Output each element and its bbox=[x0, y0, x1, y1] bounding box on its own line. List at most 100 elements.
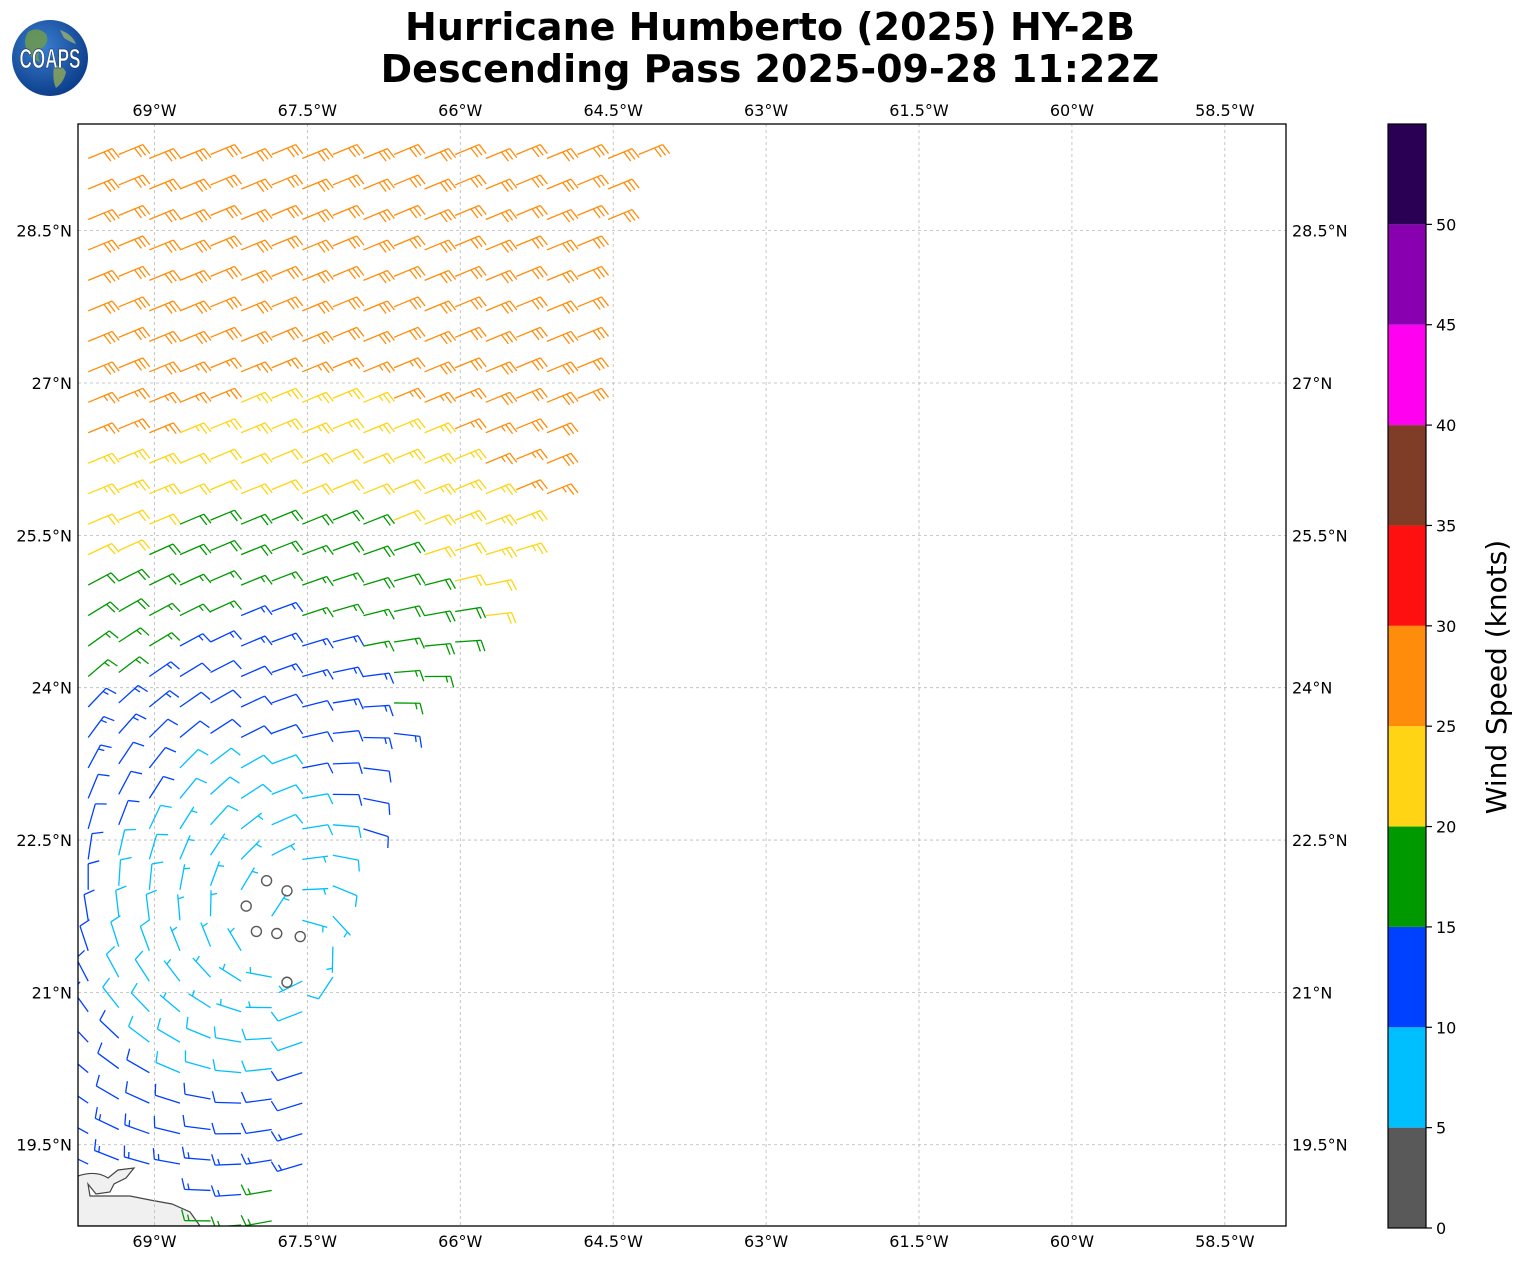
wind-barb bbox=[240, 361, 273, 374]
wind-barb bbox=[485, 546, 518, 559]
wind-barb bbox=[87, 391, 120, 404]
wind-barb bbox=[546, 391, 579, 406]
wind-barb bbox=[78, 1095, 89, 1104]
wind-barb bbox=[155, 1051, 181, 1074]
wind-barb bbox=[149, 208, 181, 223]
wind-barb bbox=[240, 1153, 272, 1165]
calm-wind-circle bbox=[294, 930, 306, 943]
wind-barb bbox=[454, 326, 487, 341]
colorbar-tick-label: 35 bbox=[1436, 516, 1456, 535]
wind-barb bbox=[179, 422, 212, 435]
wind-barb bbox=[302, 731, 334, 743]
wind-barb bbox=[179, 748, 209, 769]
wind-barb bbox=[485, 452, 518, 465]
wind-barb bbox=[240, 783, 272, 799]
wind-barb bbox=[393, 174, 426, 188]
wind-barb bbox=[546, 330, 579, 345]
wind-barb bbox=[577, 204, 610, 219]
wind-barb bbox=[148, 746, 177, 769]
lat-tick-label: 25.5°N bbox=[16, 526, 72, 545]
wind-barb bbox=[83, 889, 95, 921]
calm-wind-circle bbox=[240, 900, 252, 912]
wind-barb bbox=[485, 361, 518, 375]
wind-barb bbox=[454, 204, 487, 219]
wind-barb bbox=[181, 1178, 211, 1192]
wind-barb bbox=[179, 300, 212, 314]
wind-barb bbox=[271, 204, 304, 219]
logo-text: COAPS bbox=[20, 43, 81, 74]
colorbar-tick-label: 45 bbox=[1436, 316, 1456, 335]
wind-barb bbox=[516, 204, 548, 219]
wind-barb bbox=[332, 204, 365, 219]
wind-barb bbox=[363, 452, 395, 465]
title-line-2: Descending Pass 2025-09-28 11:22Z bbox=[380, 47, 1160, 91]
wind-barb bbox=[246, 966, 272, 978]
wind-barb bbox=[363, 513, 395, 526]
colorbar-tick-label: 25 bbox=[1436, 717, 1456, 736]
wind-barb bbox=[363, 239, 395, 253]
wind-barb bbox=[210, 630, 242, 643]
wind-barb bbox=[302, 239, 334, 253]
wind-barb bbox=[87, 630, 119, 647]
wind-barb bbox=[270, 1131, 303, 1142]
wind-barb bbox=[393, 143, 426, 158]
wind-barb bbox=[126, 1048, 150, 1074]
wind-barb bbox=[271, 143, 304, 158]
wind-barb bbox=[87, 178, 120, 192]
wind-barb bbox=[332, 265, 365, 280]
colorbar-bin bbox=[1388, 625, 1426, 727]
wind-barb bbox=[302, 700, 334, 711]
wind-barb bbox=[455, 639, 486, 652]
wind-barb bbox=[454, 448, 487, 461]
wind-barb bbox=[210, 204, 243, 219]
wind-barb bbox=[393, 479, 426, 491]
wind-barb bbox=[271, 842, 296, 856]
wind-barbs bbox=[78, 143, 671, 1226]
colorbar-bin bbox=[1388, 926, 1426, 1028]
wind-barb bbox=[241, 1028, 272, 1041]
wind-barb bbox=[134, 950, 150, 982]
map-area[interactable] bbox=[65, 123, 1287, 1227]
wind-barb bbox=[124, 1113, 150, 1135]
wind-barb bbox=[179, 361, 212, 374]
wind-barb bbox=[210, 265, 243, 280]
wind-barb bbox=[302, 606, 334, 618]
wind-barb bbox=[149, 391, 181, 404]
wind-barb bbox=[240, 208, 273, 223]
wind-barb bbox=[87, 572, 120, 586]
wind-barb bbox=[455, 574, 487, 587]
wind-barb bbox=[118, 265, 151, 280]
lon-tick-label: 58.5°W bbox=[1195, 1232, 1255, 1251]
wind-barb bbox=[546, 452, 579, 467]
wind-barb bbox=[118, 770, 143, 795]
wind-barb bbox=[270, 1070, 303, 1082]
wind-barb bbox=[78, 1030, 89, 1043]
wind-barb bbox=[332, 540, 365, 553]
wind-barb bbox=[87, 659, 118, 678]
wind-barb bbox=[210, 235, 243, 249]
colorbar-bin bbox=[1388, 826, 1426, 927]
wind-barb bbox=[485, 422, 518, 435]
wind-barb bbox=[148, 690, 180, 708]
wind-barb bbox=[118, 656, 149, 673]
wind-barb bbox=[154, 1083, 181, 1104]
wind-barb bbox=[332, 698, 364, 710]
wind-barb bbox=[332, 666, 365, 678]
wind-barb bbox=[149, 543, 181, 556]
wind-barb bbox=[179, 330, 212, 345]
wind-barb bbox=[307, 976, 334, 1000]
wind-barb bbox=[485, 178, 518, 192]
wind-barb bbox=[159, 992, 181, 1013]
wind-barb bbox=[153, 1116, 181, 1135]
wind-barb bbox=[363, 704, 394, 717]
wind-barb bbox=[271, 813, 304, 826]
wind-barb bbox=[363, 545, 395, 558]
wind-barb bbox=[271, 540, 304, 553]
calm-wind-circle bbox=[260, 874, 273, 887]
lon-tick-label: 63°W bbox=[744, 1232, 788, 1251]
wind-barb bbox=[424, 675, 455, 688]
lon-tick-label: 60°W bbox=[1050, 101, 1094, 120]
wind-barb bbox=[302, 300, 334, 314]
wind-barb bbox=[485, 148, 518, 162]
